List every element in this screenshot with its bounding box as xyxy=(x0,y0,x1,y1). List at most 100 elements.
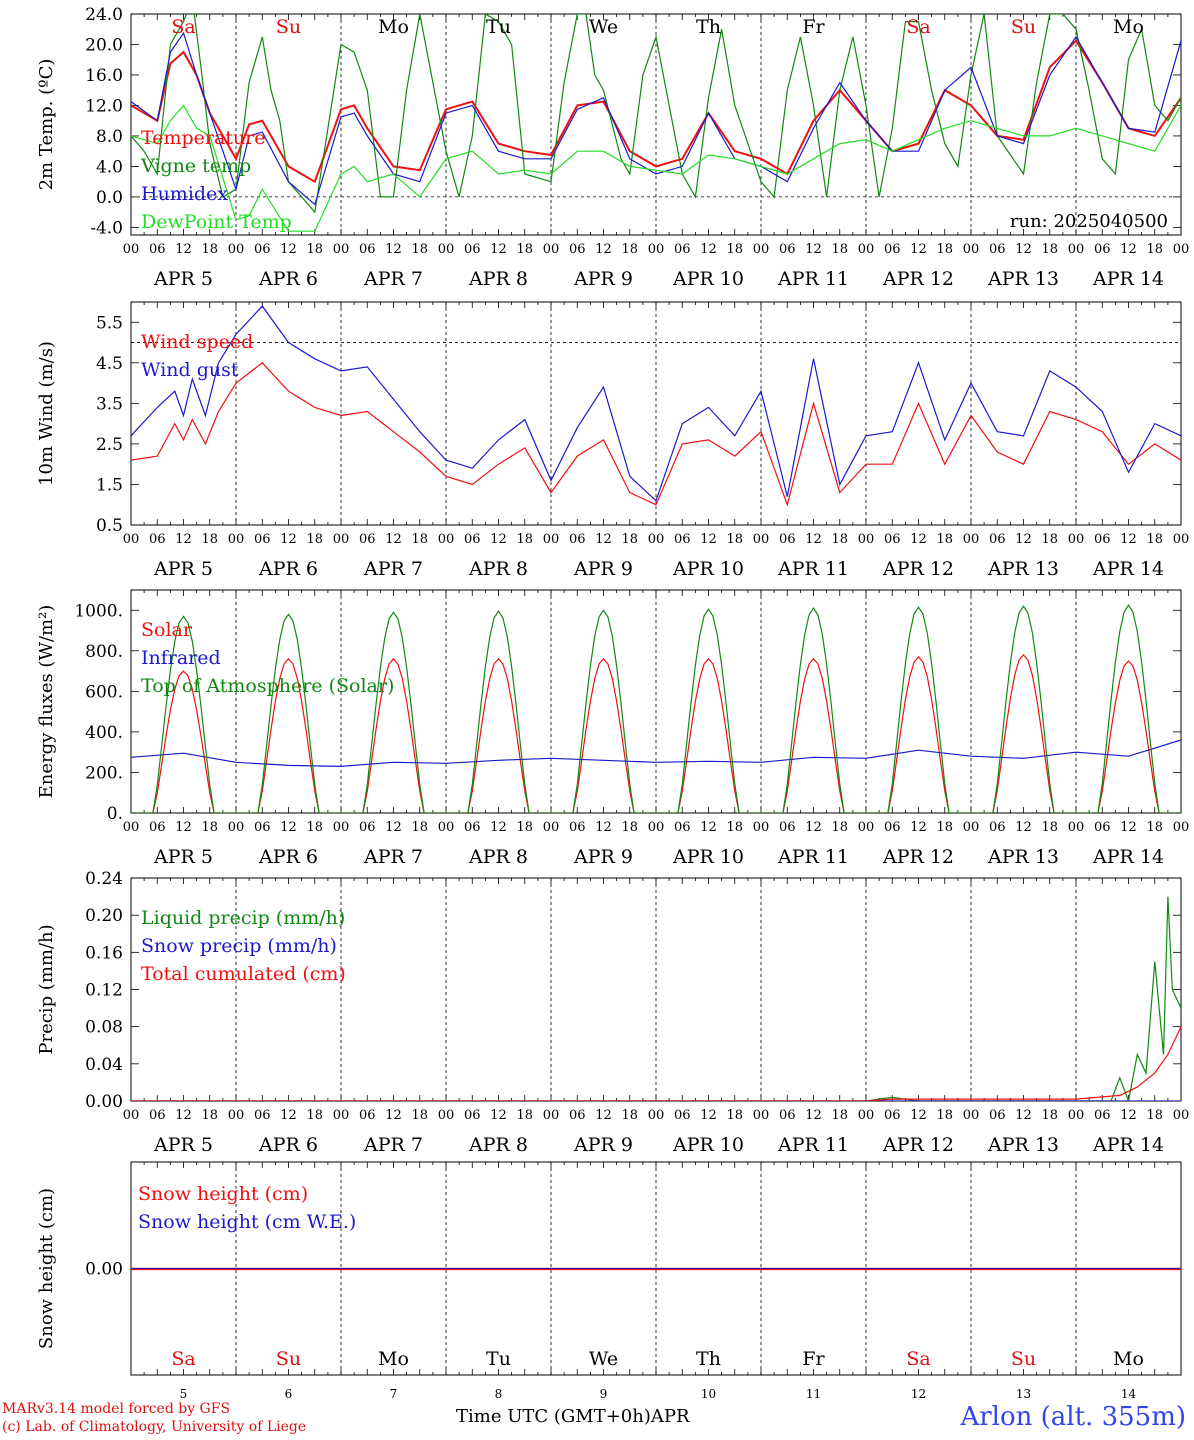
x-hour-label: 00 xyxy=(438,532,455,547)
day-number-label: 9 xyxy=(600,1387,608,1401)
x-hour-label: 00 xyxy=(858,242,875,257)
day-name-label: Mo xyxy=(378,1348,409,1370)
x-date-label: APR 9 xyxy=(573,558,633,580)
x-hour-label: 18 xyxy=(306,532,323,547)
x-hour-label: 06 xyxy=(674,1108,691,1123)
month-label: APR xyxy=(650,1406,690,1427)
x-hour-label: 06 xyxy=(1094,1108,1111,1123)
x-hour-label: 00 xyxy=(123,820,140,835)
x-hour-label: 18 xyxy=(831,242,848,257)
legend-entry: Humidex xyxy=(141,183,228,205)
y-tick-label: 12.0 xyxy=(85,96,123,116)
x-hour-label: 12 xyxy=(280,532,297,547)
x-hour-label: 06 xyxy=(464,820,481,835)
y-tick-label: 600. xyxy=(85,682,123,702)
day-name-label: Mo xyxy=(378,16,409,38)
x-hour-label: 18 xyxy=(201,242,218,257)
legend-entry: Wind speed xyxy=(141,331,253,353)
legend-entry: Snow height (cm) xyxy=(138,1183,308,1205)
x-hour-label: 06 xyxy=(359,242,376,257)
day-number-label: 13 xyxy=(1016,1387,1031,1401)
x-hour-label-end: 00 xyxy=(1173,1108,1190,1123)
x-hour-label: 12 xyxy=(1120,820,1137,835)
day-number-label: 11 xyxy=(806,1387,821,1401)
y-tick-label: 5.5 xyxy=(96,313,123,333)
x-hour-label: 06 xyxy=(989,820,1006,835)
x-date-label: APR 9 xyxy=(573,846,633,868)
station-title: Arlon (alt. 355m) xyxy=(960,1402,1186,1432)
x-hour-label: 00 xyxy=(648,532,665,547)
y-tick-label: 0.0 xyxy=(96,188,123,208)
x-hour-label: 18 xyxy=(1146,242,1163,257)
x-hour-label: 12 xyxy=(385,820,402,835)
day-name-label: We xyxy=(589,16,618,38)
x-hour-label: 00 xyxy=(963,1108,980,1123)
x-hour-label: 00 xyxy=(1068,1108,1085,1123)
x-hour-label: 00 xyxy=(438,242,455,257)
day-number-label: 6 xyxy=(285,1387,293,1401)
x-date-label: APR 6 xyxy=(258,846,318,868)
series-line-solar xyxy=(131,653,1181,813)
x-hour-label: 00 xyxy=(228,820,245,835)
x-hour-label: 06 xyxy=(674,242,691,257)
x-hour-label: 18 xyxy=(516,242,533,257)
x-hour-label: 18 xyxy=(516,1108,533,1123)
x-hour-label: 06 xyxy=(254,820,271,835)
x-hour-label: 00 xyxy=(648,1108,665,1123)
x-hour-label: 06 xyxy=(359,532,376,547)
x-hour-label: 12 xyxy=(700,242,717,257)
day-name-label: We xyxy=(589,1348,618,1370)
x-hour-label: 00 xyxy=(438,1108,455,1123)
x-hour-label: 12 xyxy=(1015,820,1032,835)
x-date-label: APR 6 xyxy=(258,1134,318,1156)
series-group xyxy=(131,896,1181,1101)
day-name-label: Tu xyxy=(486,16,511,38)
x-hour-label: 18 xyxy=(201,532,218,547)
series-line-dewpoint-temp xyxy=(131,104,1181,232)
day-name-label: Fr xyxy=(802,1348,825,1370)
day-name-label: Mo xyxy=(1113,16,1144,38)
x-hour-label: 00 xyxy=(963,242,980,257)
x-hour-label: 06 xyxy=(779,532,796,547)
x-hour-label: 06 xyxy=(779,1108,796,1123)
x-hour-label: 00 xyxy=(753,1108,770,1123)
x-hour-label: 06 xyxy=(359,1108,376,1123)
y-tick-label: 0.5 xyxy=(96,516,123,536)
panel-2: 0.5 1.5 2.5 3.5 4.5 5.5 10m Wind (m/s) Wind spe… xyxy=(36,301,1189,580)
x-hour-label: 18 xyxy=(936,242,953,257)
y-tick-label: 0.24 xyxy=(85,869,123,889)
x-date-label: APR 13 xyxy=(987,558,1059,580)
x-hour-label: 00 xyxy=(543,1108,560,1123)
y-tick-label: 8.0 xyxy=(96,127,123,147)
x-hour-label: 12 xyxy=(490,820,507,835)
series-group xyxy=(131,604,1181,813)
day-number-label: 12 xyxy=(911,1387,926,1401)
x-hour-label: 00 xyxy=(858,532,875,547)
x-hour-label: 12 xyxy=(595,242,612,257)
x-hour-label: 00 xyxy=(753,820,770,835)
x-hour-label: 12 xyxy=(280,820,297,835)
x-hour-label: 00 xyxy=(543,242,560,257)
series-line-infrared xyxy=(131,739,1181,768)
x-date-label: APR 14 xyxy=(1092,1134,1164,1156)
day-name-label: Su xyxy=(1011,1348,1036,1370)
day-number-label: 8 xyxy=(495,1387,503,1401)
x-hour-label: 18 xyxy=(936,820,953,835)
x-hour-label: 06 xyxy=(359,820,376,835)
x-hour-label: 06 xyxy=(674,532,691,547)
x-hour-label: 18 xyxy=(306,1108,323,1123)
x-date-label: APR 10 xyxy=(672,268,744,290)
x-date-label: APR 9 xyxy=(573,1134,633,1156)
x-hour-label: 06 xyxy=(884,242,901,257)
series-line-humidex xyxy=(131,31,1181,206)
legend-entry: Solar xyxy=(141,619,193,641)
x-hour-label: 18 xyxy=(936,1108,953,1123)
x-date-label: APR 10 xyxy=(672,558,744,580)
x-date-label: APR 14 xyxy=(1092,268,1164,290)
legend-entry: Snow precip (mm/h) xyxy=(141,935,337,957)
x-axis-label: Time UTC (GMT+0h)APR xyxy=(456,1406,690,1427)
x-hour-label: 00 xyxy=(753,532,770,547)
legend-entry: DewPoint Temp xyxy=(141,211,292,233)
day-name-label: Su xyxy=(276,16,301,38)
x-hour-label: 00 xyxy=(753,242,770,257)
